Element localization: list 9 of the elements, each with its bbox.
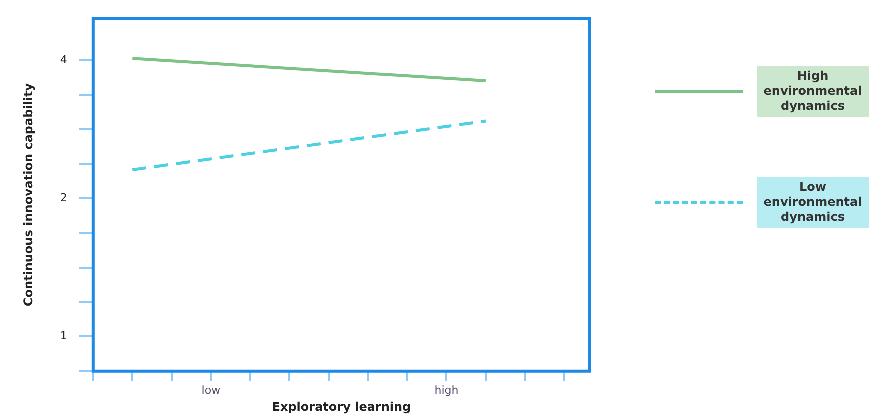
y-axis-title: Continuous innovation capability bbox=[21, 83, 36, 307]
y-tick-label: 1 bbox=[60, 330, 68, 343]
x-axis-title: Exploratory learning bbox=[272, 400, 412, 414]
text: Low environmental dynamics bbox=[757, 177, 869, 228]
y-tick-label: 2 bbox=[60, 192, 68, 205]
x-tick-label: low bbox=[202, 384, 221, 397]
text: High environmental dynamics bbox=[757, 66, 869, 117]
x-tick-label: high bbox=[434, 384, 459, 397]
y-tick-label: 4 bbox=[60, 53, 68, 66]
